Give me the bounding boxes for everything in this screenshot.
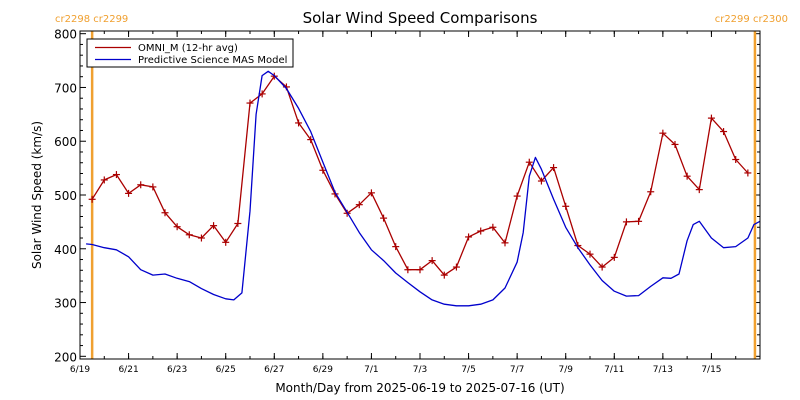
chart-title: Solar Wind Speed Comparisons: [303, 9, 538, 27]
data-point: [367, 189, 375, 197]
y-tick-label: 400: [54, 243, 77, 257]
data-point: [695, 186, 703, 194]
data-point: [550, 164, 558, 172]
x-tick-label: 7/1: [364, 365, 378, 375]
y-tick-label: 600: [54, 135, 77, 149]
data-point: [465, 233, 473, 241]
data-point: [149, 183, 157, 191]
x-tick-label: 7/15: [701, 365, 721, 375]
data-point: [428, 257, 436, 265]
x-tick-label: 6/25: [216, 365, 236, 375]
data-point: [707, 114, 715, 122]
data-point: [610, 253, 618, 261]
legend-label-omni: OMNI_M (12-hr avg): [138, 43, 238, 54]
series-line-0: [91, 75, 749, 276]
data-point: [125, 189, 133, 197]
y-tick-label: 800: [54, 28, 77, 42]
data-point: [647, 188, 655, 196]
rotation-label: cr2299 cr2300: [715, 14, 788, 25]
data-point: [222, 238, 230, 246]
x-axis-label: Month/Day from 2025-06-19 to 2025-07-16 …: [275, 381, 564, 395]
data-point: [295, 119, 303, 127]
data-point: [100, 176, 108, 184]
data-point: [88, 195, 96, 203]
data-point: [440, 271, 448, 279]
series-line-1: [86, 70, 761, 307]
data-point: [173, 223, 181, 231]
data-point: [586, 250, 594, 258]
legend-box: [86, 38, 294, 68]
x-tick-label: 6/27: [264, 365, 284, 375]
x-tick-label: 6/29: [313, 365, 333, 375]
x-tick-label: 7/13: [653, 365, 673, 375]
data-point: [683, 172, 691, 180]
data-point: [355, 201, 363, 209]
data-point: [185, 231, 193, 239]
data-point: [210, 222, 218, 230]
data-point: [234, 219, 242, 227]
data-point: [598, 263, 606, 271]
data-point: [489, 223, 497, 231]
data-point: [562, 202, 570, 210]
data-point: [307, 136, 315, 144]
data-point: [161, 209, 169, 217]
data-point: [537, 177, 545, 185]
y-tick-label: 200: [54, 350, 77, 364]
x-tick-label: 7/5: [461, 365, 475, 375]
data-point: [744, 169, 752, 177]
x-tick-label: 7/7: [510, 365, 524, 375]
data-point: [635, 217, 643, 225]
data-point: [671, 140, 679, 148]
data-point: [452, 263, 460, 271]
data-point: [319, 166, 327, 174]
legend-label-mas: Predictive Science MAS Model: [138, 55, 287, 66]
data-point: [416, 266, 424, 274]
data-point: [197, 234, 205, 242]
data-point: [659, 129, 667, 137]
y-tick-label: 300: [54, 297, 77, 311]
y-axis-label: Solar Wind Speed (km/s): [30, 121, 44, 269]
legend: OMNI_M (12-hr avg) Predictive Science MA…: [86, 38, 294, 68]
data-point: [392, 243, 400, 251]
data-point: [622, 218, 630, 226]
y-tick-label: 700: [54, 81, 77, 95]
x-tick-label: 7/9: [558, 365, 573, 375]
y-tick-label: 500: [54, 189, 77, 203]
data-point: [380, 214, 388, 222]
data-point: [513, 192, 521, 200]
rotation-label: cr2298 cr2299: [55, 14, 128, 25]
x-tick-label: 7/11: [604, 365, 624, 375]
data-point: [137, 181, 145, 189]
data-point: [501, 239, 509, 247]
data-point: [525, 158, 533, 166]
x-tick-label: 6/21: [118, 365, 138, 375]
data-point: [720, 128, 728, 136]
x-tick-label: 7/3: [413, 365, 427, 375]
data-point: [732, 156, 740, 164]
data-point: [404, 266, 412, 274]
data-point: [112, 171, 120, 179]
data-point: [246, 99, 254, 107]
x-tick-label: 6/19: [70, 365, 90, 375]
plot-frame: [79, 30, 761, 360]
data-point: [477, 227, 485, 235]
x-tick-label: 6/23: [167, 365, 187, 375]
plot-area: 200 300 400 500 600 700 800 6/19 6/21 6/23 6/25 6/2…: [54, 14, 788, 375]
